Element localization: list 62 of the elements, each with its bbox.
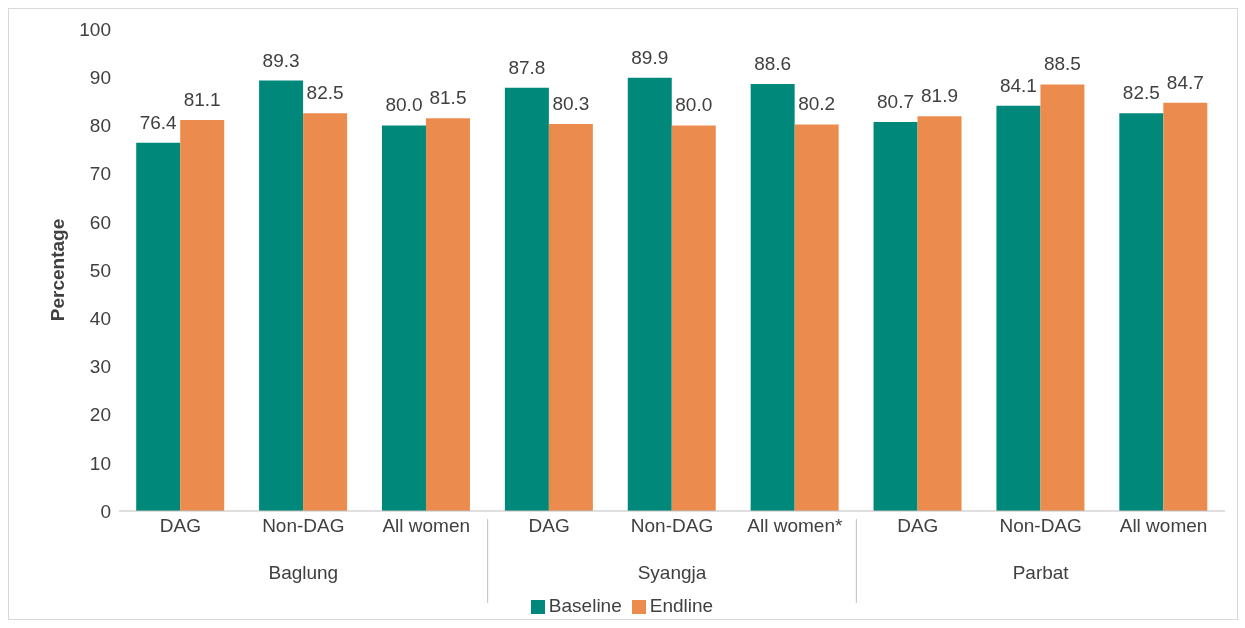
- data-label: 82.5: [306, 82, 344, 104]
- x-tick-label: DAG: [159, 515, 202, 537]
- data-label: 84.1: [999, 74, 1037, 96]
- y-tick-label: 30: [89, 356, 111, 378]
- y-tick-label: 40: [89, 307, 111, 329]
- data-label: 80.0: [385, 94, 423, 116]
- bar: [303, 113, 348, 511]
- legend-label: Endline: [649, 595, 714, 616]
- y-tick-label: 60: [89, 211, 111, 233]
- bar: [1040, 84, 1085, 511]
- bar: [136, 142, 181, 511]
- bar: [548, 123, 593, 511]
- legend-label: Baseline: [548, 595, 622, 616]
- text: Parbat: [1012, 562, 1070, 583]
- bar: [425, 118, 470, 511]
- x-tick-label: All women*: [747, 515, 844, 537]
- bar: [381, 125, 426, 511]
- y-tick-label: 0: [100, 500, 111, 522]
- x-tick-label: All women: [1119, 515, 1208, 537]
- x-tick-label: Non-DAG: [262, 515, 345, 537]
- x-tick-label: Non-DAG: [999, 515, 1082, 537]
- bar: [671, 125, 716, 511]
- y-tick-label: 90: [89, 66, 111, 88]
- x-tick-label: All women: [382, 515, 471, 537]
- data-label: 81.9: [921, 85, 959, 107]
- bar: [794, 124, 839, 511]
- y-tick-label: 50: [89, 259, 111, 281]
- x-tick-label: DAG: [897, 515, 939, 537]
- data-label: 80.7: [877, 91, 915, 113]
- data-label: 81.1: [183, 89, 221, 111]
- text: Baglung: [268, 562, 339, 583]
- data-label: 89.3: [262, 49, 300, 71]
- y-tick-label: 100: [79, 18, 111, 40]
- y-axis-title: Percentage: [46, 218, 68, 322]
- x-tick-label: DAG: [528, 515, 570, 537]
- bar: [917, 116, 962, 511]
- bar: [504, 87, 549, 511]
- data-label: 81.5: [429, 87, 467, 109]
- y-tick-label: 10: [89, 452, 111, 474]
- y-tick-label: 20: [89, 404, 111, 426]
- bar: [1119, 113, 1164, 511]
- text: Syangja: [637, 562, 707, 583]
- bar: [1163, 102, 1208, 511]
- data-label: 76.4: [139, 111, 178, 133]
- data-label: 82.5: [1122, 82, 1160, 104]
- data-label: 80.0: [675, 94, 713, 116]
- data-label: 84.7: [1166, 71, 1204, 93]
- data-label: 88.6: [754, 52, 792, 74]
- bar: [873, 122, 918, 511]
- bar: [750, 83, 795, 511]
- data-label: 89.9: [631, 46, 669, 68]
- bar: [180, 120, 225, 511]
- data-label: 80.2: [798, 93, 836, 115]
- bar: [259, 80, 304, 511]
- y-tick-label: 80: [89, 115, 111, 137]
- data-label: 87.8: [508, 56, 546, 78]
- bar: [627, 77, 672, 511]
- data-label: 80.3: [552, 92, 590, 114]
- bar: [996, 105, 1041, 511]
- x-tick-label: Non-DAG: [630, 515, 714, 537]
- y-tick-label: 70: [89, 163, 111, 185]
- data-label: 88.5: [1043, 53, 1081, 75]
